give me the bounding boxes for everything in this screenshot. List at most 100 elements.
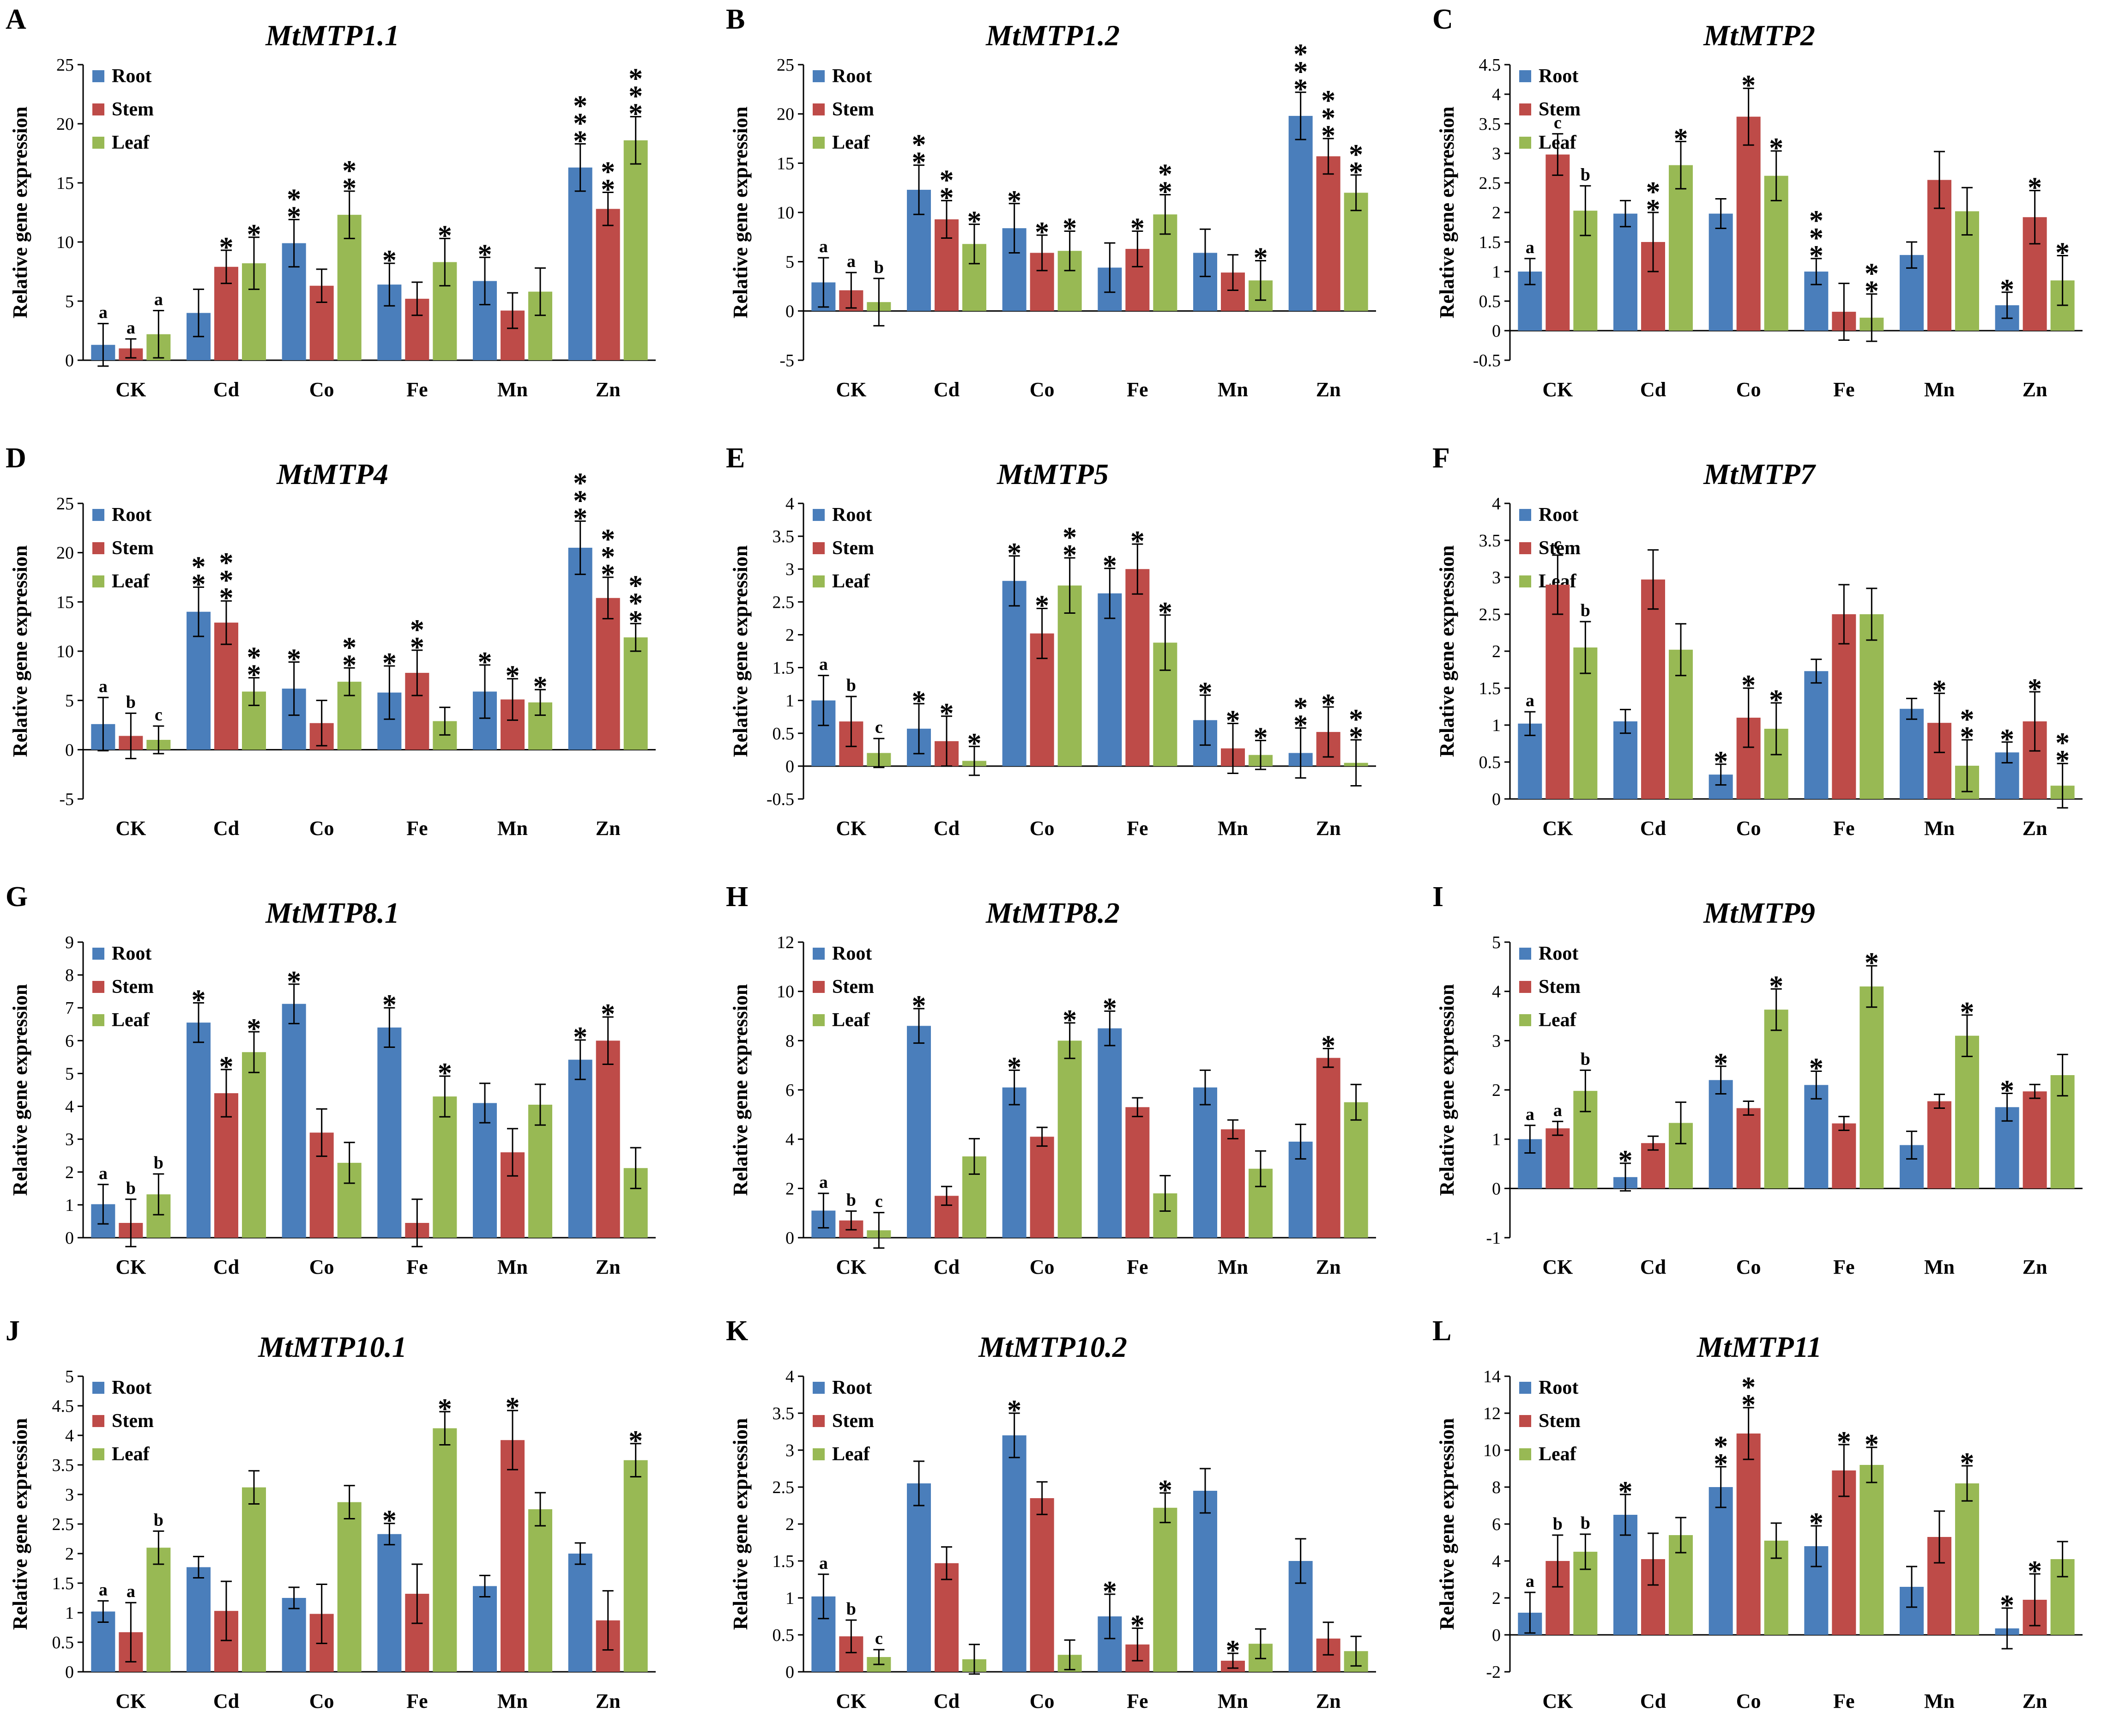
chart-title: MtMTP7 xyxy=(1703,458,1817,490)
bar-stem-zn xyxy=(596,1040,620,1238)
significance-star: * xyxy=(1837,1426,1851,1458)
legend-swatch-root xyxy=(92,1382,104,1394)
significance-star: * xyxy=(1063,522,1077,553)
y-tick-label: 2 xyxy=(785,1179,794,1198)
legend-label-leaf: Leaf xyxy=(832,132,870,153)
significance-letter: a xyxy=(1526,1572,1534,1591)
legend-label-root: Root xyxy=(1539,1377,1578,1398)
significance-star: * xyxy=(1293,692,1308,723)
x-tick-label: CK xyxy=(836,1256,866,1278)
y-tick-label: 1 xyxy=(65,1603,74,1623)
x-tick-label: CK xyxy=(836,378,866,401)
bar-leaf-fe xyxy=(1153,1507,1177,1672)
y-axis-label: Relative gene expression xyxy=(729,545,752,757)
significance-star: * xyxy=(601,998,615,1030)
x-tick-label: Cd xyxy=(1640,1256,1666,1278)
significance-star: * xyxy=(573,126,587,157)
chart-title: MtMTP1.1 xyxy=(265,19,399,52)
x-tick-label: Zn xyxy=(596,378,621,401)
significance-star: * xyxy=(1714,746,1728,777)
bar-stem-fe xyxy=(1832,614,1856,799)
x-tick-label: Mn xyxy=(1924,817,1955,840)
significance-star: * xyxy=(1960,721,1974,753)
legend-label-root: Root xyxy=(832,943,872,964)
significance-star: * xyxy=(1103,1576,1117,1607)
significance-star: * xyxy=(247,219,261,250)
bar-leaf-cd xyxy=(1669,165,1693,331)
bar-root-cd xyxy=(187,1022,211,1238)
significance-star: * xyxy=(573,485,587,516)
significance-star: * xyxy=(1646,194,1660,225)
significance-star: * xyxy=(1321,689,1335,720)
bar-root-mn xyxy=(473,1103,497,1238)
x-tick-label: Co xyxy=(1030,817,1055,840)
significance-star: * xyxy=(192,985,206,1016)
y-tick-label: 3 xyxy=(65,1130,74,1149)
significance-letter: b xyxy=(126,692,136,712)
significance-star: * xyxy=(2055,745,2070,776)
significance-star: * xyxy=(1103,550,1117,581)
bar-stem-mn xyxy=(501,1440,525,1672)
y-tick-label: 1 xyxy=(1492,1130,1501,1149)
significance-star: * xyxy=(478,647,492,678)
significance-star: * xyxy=(287,966,301,997)
legend-label-leaf: Leaf xyxy=(832,1010,870,1031)
significance-star: * xyxy=(967,206,982,237)
y-tick-label: 2 xyxy=(65,1163,74,1182)
significance-star: * xyxy=(628,81,643,112)
legend-swatch-stem xyxy=(1519,542,1531,554)
bar-root-mn xyxy=(1193,1087,1217,1238)
significance-letter: a xyxy=(1553,1101,1562,1120)
bar-stem-co xyxy=(1736,1108,1761,1189)
significance-star: * xyxy=(1226,1635,1240,1666)
y-tick-label: 9 xyxy=(65,933,74,952)
legend-swatch-stem xyxy=(92,1415,104,1427)
significance-star: * xyxy=(2028,172,2042,204)
legend-swatch-root xyxy=(92,509,104,521)
x-tick-label: Zn xyxy=(596,1690,621,1712)
legend-swatch-root xyxy=(1519,70,1531,82)
significance-letter: b xyxy=(846,1599,856,1619)
legend-label-leaf: Leaf xyxy=(112,1444,150,1465)
x-tick-label: Fe xyxy=(1833,1256,1854,1278)
y-tick-label: 3 xyxy=(785,1441,794,1460)
chart-title: MtMTP5 xyxy=(996,458,1109,490)
y-tick-label: 2 xyxy=(1492,1081,1501,1100)
significance-star: * xyxy=(2055,237,2070,268)
y-tick-label: 0.5 xyxy=(1479,753,1501,772)
bar-stem-zn xyxy=(1316,156,1340,311)
x-tick-label: CK xyxy=(115,378,146,401)
y-tick-label: 6 xyxy=(785,1081,794,1100)
significance-letter: c xyxy=(1554,113,1562,133)
panel-label-B: B xyxy=(726,4,745,35)
y-tick-label: 2.5 xyxy=(773,1478,795,1497)
legend-label-root: Root xyxy=(832,1377,872,1398)
y-tick-label: 6 xyxy=(65,1031,74,1051)
y-tick-label: 25 xyxy=(56,55,74,75)
significance-star: * xyxy=(219,565,234,596)
y-tick-label: 0 xyxy=(1492,321,1501,341)
bar-leaf-co xyxy=(1057,585,1082,766)
x-tick-label: Mn xyxy=(497,1256,528,1278)
y-tick-label: 0 xyxy=(785,302,794,321)
bar-stem-fe xyxy=(1125,1107,1150,1238)
bar-root-zn xyxy=(568,1554,592,1672)
bar-leaf-cd xyxy=(242,1052,266,1238)
x-tick-label: Mn xyxy=(1218,1256,1248,1278)
y-tick-label: 6 xyxy=(1492,1515,1501,1534)
bar-leaf-co xyxy=(1764,175,1788,331)
x-tick-label: Fe xyxy=(1127,1690,1148,1712)
x-tick-label: Cd xyxy=(934,1690,960,1712)
panel-G: G MtMTP8.1 Relative gene expression 0 1 2 3 4 5 6… xyxy=(6,881,656,1278)
y-tick-label: 3 xyxy=(785,560,794,579)
x-tick-label: Fe xyxy=(406,1256,428,1278)
legend-label-stem: Stem xyxy=(832,538,874,559)
significance-star: * xyxy=(247,1013,261,1045)
x-tick-label: Zn xyxy=(596,817,621,840)
legend-label-stem: Stem xyxy=(112,538,154,559)
bar-leaf-mn xyxy=(1955,1035,1979,1189)
y-tick-label: 1 xyxy=(1492,716,1501,735)
bar-leaf-zn xyxy=(1344,193,1368,311)
legend-label-leaf: Leaf xyxy=(832,1444,870,1465)
legend-label-root: Root xyxy=(832,504,872,526)
